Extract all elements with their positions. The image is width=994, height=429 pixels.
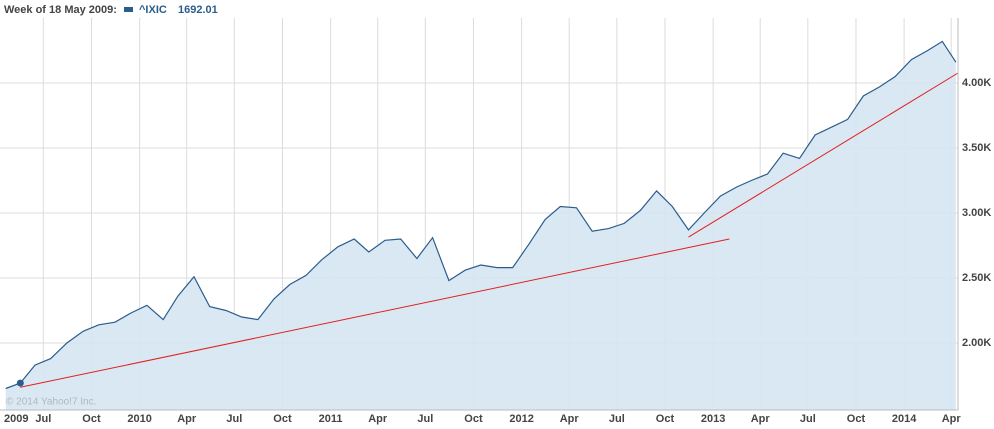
- y-tick-label: 3.50K: [962, 142, 991, 154]
- x-tick-label: Apr: [942, 413, 962, 425]
- x-tick-label: Jul: [226, 413, 242, 425]
- x-tick-label: 2012: [509, 413, 533, 425]
- x-tick-label: 2013: [701, 413, 725, 425]
- watermark: © 2014 Yahoo!7 Inc.: [6, 397, 96, 408]
- legend-value: 1692.01: [178, 4, 218, 16]
- y-tick-label: 4.00K: [962, 77, 991, 89]
- x-tick-label: 2011: [319, 413, 343, 425]
- x-tick-label: Oct: [847, 413, 866, 425]
- x-tick-label: Oct: [656, 413, 675, 425]
- plot: [5, 40, 959, 411]
- x-tick-label: Jul: [417, 413, 433, 425]
- trendline: [688, 72, 959, 238]
- legend-swatch: [124, 7, 133, 12]
- x-tick-label: Apr: [560, 413, 580, 425]
- trendline: [20, 238, 730, 388]
- x-tick-label: Jul: [800, 413, 816, 425]
- x-tick-label: 2009: [4, 413, 28, 425]
- x-tick-label: Jul: [609, 413, 625, 425]
- x-tick-label: Oct: [273, 413, 292, 425]
- x-tick-label: Apr: [368, 413, 388, 425]
- y-tick-label: 2.50K: [962, 272, 991, 284]
- x-tick-label: Apr: [177, 413, 197, 425]
- y-tick-label: 2.00K: [962, 337, 991, 349]
- hover-label: Week of 18 May 2009:: [4, 4, 117, 16]
- legend-name: ^IXIC: [139, 4, 167, 16]
- y-tick-label: 3.00K: [962, 207, 991, 219]
- x-tick-label: Oct: [464, 413, 483, 425]
- x-tick-label: Apr: [751, 413, 771, 425]
- x-tick-label: Jul: [35, 413, 51, 425]
- line: [5, 40, 957, 390]
- x-tick-label: 2010: [127, 413, 151, 425]
- x-tick-label: Oct: [82, 413, 101, 425]
- x-tick-label: 2014: [892, 413, 917, 425]
- highlight-point: [16, 379, 24, 387]
